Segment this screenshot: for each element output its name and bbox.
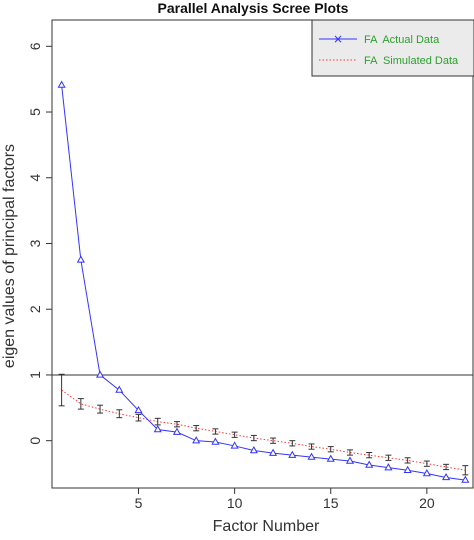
y-tick-label: 1 (27, 371, 43, 379)
data-point (422, 469, 431, 477)
error-bar (97, 404, 104, 414)
x-tick-label: 10 (227, 495, 243, 511)
error-bar (58, 373, 65, 407)
data-point (461, 475, 470, 483)
data-point (288, 450, 297, 458)
data-point (384, 463, 393, 471)
plot-area (52, 80, 473, 483)
error-bar (346, 449, 353, 456)
data-point (192, 436, 201, 444)
data-point (365, 460, 374, 468)
error-bar (404, 457, 411, 464)
error-bar (423, 460, 430, 467)
error-bar (250, 434, 257, 442)
legend-marker-actual: × (333, 32, 343, 46)
error-bar (154, 417, 161, 426)
x-tick-label: 5 (135, 495, 143, 511)
data-point (442, 472, 451, 481)
data-point (307, 452, 316, 460)
error-bar (77, 398, 84, 410)
error-bar (135, 413, 142, 422)
y-axis-title: eigen values of principal factors (1, 144, 18, 368)
x-axis-title: Factor Number (213, 518, 320, 535)
legend-label-simulated: FA Simulated Data (364, 55, 459, 67)
error-bar (366, 452, 373, 459)
error-bar (173, 421, 180, 428)
y-tick-label: 4 (27, 174, 43, 182)
data-point (249, 446, 258, 454)
plot-frame (51, 19, 474, 489)
error-bar (462, 465, 469, 476)
legend-label-actual: FA Actual Data (364, 34, 440, 46)
error-bar (231, 431, 238, 438)
chart-title: Parallel Analysis Scree Plots (158, 0, 349, 16)
data-point (211, 437, 220, 445)
data-point (76, 255, 85, 263)
error-bar (443, 463, 450, 471)
data-point (153, 424, 162, 433)
data-point (96, 370, 105, 378)
y-tick-label: 6 (27, 42, 43, 50)
data-point (115, 385, 124, 393)
x-tick-label: 20 (419, 495, 435, 511)
error-bar (116, 409, 123, 419)
error-bar (385, 454, 392, 461)
data-point (269, 448, 278, 456)
error-bar (270, 437, 277, 444)
legend-box (311, 19, 474, 77)
legend: × FA Actual Data FA Simulated Data (311, 19, 474, 77)
actual-series-line (61, 85, 466, 481)
data-point (326, 454, 335, 462)
y-tick-label: 3 (27, 239, 43, 247)
x-axis: 5 10 15 20 (135, 488, 435, 511)
error-bar (212, 428, 219, 435)
x-tick-label: 15 (323, 495, 339, 511)
y-tick-label: 5 (27, 108, 43, 116)
y-tick-label: 0 (27, 437, 43, 445)
error-bar (308, 443, 315, 450)
y-tick-label: 2 (27, 305, 43, 313)
error-bar (327, 446, 334, 453)
error-bar (193, 425, 200, 432)
data-point (403, 465, 412, 473)
data-point (57, 80, 66, 88)
data-point (134, 405, 143, 414)
y-axis: 0 1 2 3 4 5 6 (27, 42, 52, 445)
data-point (345, 456, 355, 464)
data-point (230, 441, 239, 449)
data-point (172, 427, 182, 435)
error-bar (289, 440, 296, 447)
